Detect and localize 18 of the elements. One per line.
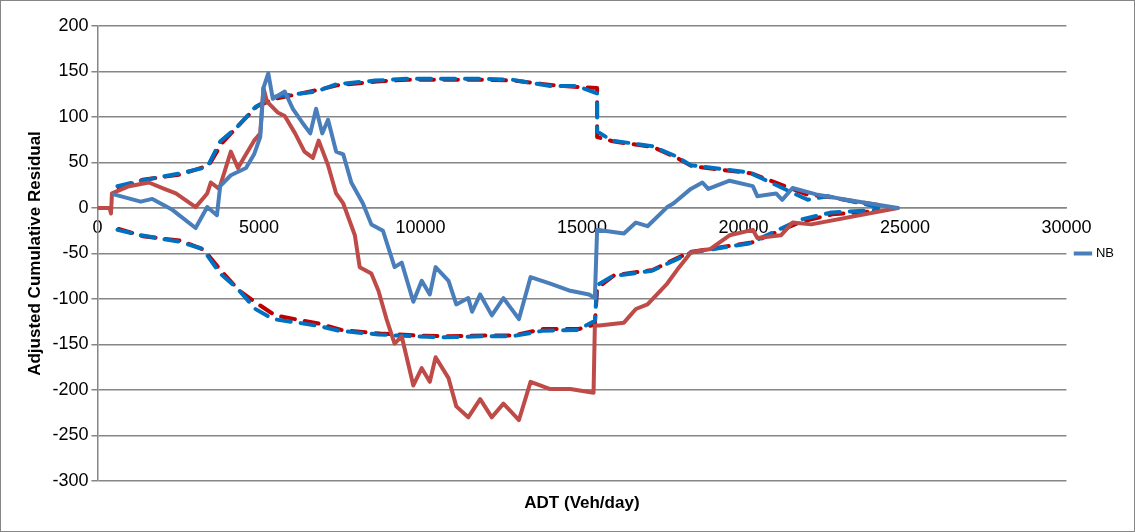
y-tick-label: -50 bbox=[62, 242, 89, 263]
y-axis-title: Adjusted Cumulative Residual bbox=[24, 131, 44, 376]
legend-label: NB bbox=[1095, 245, 1114, 261]
x-tick-label: 25000 bbox=[879, 216, 930, 237]
y-tick-label: -250 bbox=[52, 424, 89, 445]
x-tick-label: 10000 bbox=[395, 216, 446, 237]
y-tick-label: -200 bbox=[52, 378, 89, 399]
x-tick-label: 5000 bbox=[238, 216, 279, 237]
y-tick-label: -150 bbox=[52, 333, 89, 354]
x-tick-label: 30000 bbox=[1041, 216, 1092, 237]
y-tick-label: 0 bbox=[78, 196, 89, 217]
x-axis-title: ADT (Veh/day) bbox=[524, 493, 640, 513]
y-tick-label: 100 bbox=[58, 105, 89, 126]
y-tick-label: -300 bbox=[52, 469, 89, 490]
y-tick-label: 200 bbox=[58, 14, 89, 35]
y-tick-label: 150 bbox=[58, 60, 89, 81]
y-tick-label: -100 bbox=[52, 287, 89, 308]
y-tick-label: 50 bbox=[68, 151, 89, 172]
